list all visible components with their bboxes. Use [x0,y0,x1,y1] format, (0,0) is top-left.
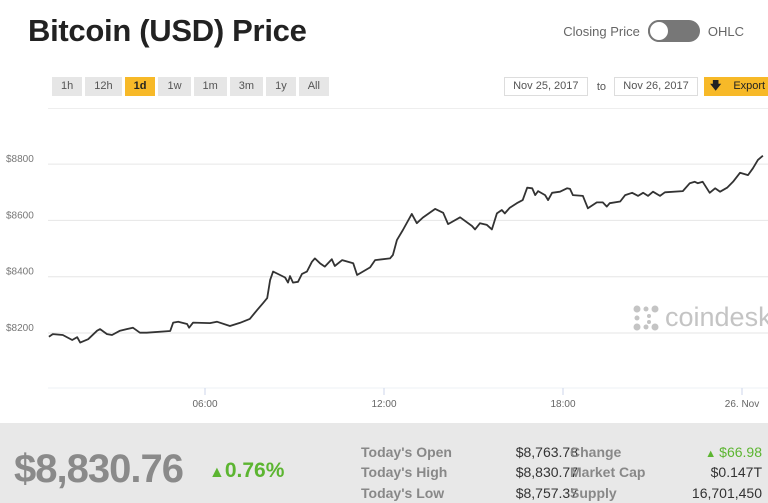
x-tick-label: 06:00 [192,399,217,410]
range-button-3m[interactable]: 3m [229,77,264,96]
to-label: to [596,80,606,93]
y-tick-label: $8800 [6,154,34,165]
change-amount: $66.98 [719,444,762,460]
open-label: Today's Open [361,444,452,460]
coindesk-wordmark: coindesk [665,302,768,332]
x-tick-label: 12:00 [371,399,396,410]
export-label: Export [733,80,766,92]
coindesk-logo: coindesk [632,302,768,333]
range-buttons: 1h 12h 1d 1w 1m 3m 1y All [52,77,329,96]
change-percent-value: 0.76% [224,459,285,482]
from-date-input[interactable]: Nov 25, 2017 [503,77,588,96]
high-label: Today's High [361,464,448,480]
date-range: Nov 25, 2017 to Nov 26, 2017 🡇 Export [503,77,768,96]
low-value: $8,757.37 [515,485,578,501]
range-button-1d[interactable]: 1d [124,77,156,96]
range-button-1w[interactable]: 1w [158,77,191,96]
market-cap-label: Market Cap [570,464,646,480]
up-triangle-icon: ▲ [705,448,720,460]
market-cap-value: $0.147T [710,464,762,480]
low-label: Today's Low [361,485,445,501]
to-date-input[interactable]: Nov 26, 2017 [614,77,698,96]
range-button-1h[interactable]: 1h [52,77,83,96]
change-percent: ▲0.76% [209,459,284,483]
chart-mode-toggle-group: Closing Price OHLC [563,20,744,42]
change-label: Change [570,444,622,460]
price-line [48,155,764,344]
y-tick-label: $8400 [6,267,34,278]
x-tick-label: 26. Nov [725,399,759,410]
change-value: ▲ $66.98 [705,444,762,460]
range-button-1y[interactable]: 1y [266,77,296,96]
toggle-knob [647,20,670,42]
price-chart[interactable]: $8200 $8400 $8600 $8800 06:00 12:00 18:00 26. N… [0,110,768,420]
summary-panel: $8,830.76 ▲0.76% Today's Open Today's Hi… [0,423,768,503]
open-value: $8,763.78 [515,444,578,460]
export-button[interactable]: 🡇 Export [704,77,768,96]
current-price: $8,830.76 [14,447,184,491]
x-tick-label: 18:00 [550,399,575,410]
high-value: $8,830.77 [515,464,578,480]
supply-value: 16,701,450 [691,485,762,501]
y-tick-label: $8600 [6,210,34,221]
closing-price-label[interactable]: Closing Price [563,23,640,39]
download-arrow-icon: 🡇 [710,80,722,92]
page-title: Bitcoin (USD) Price [28,13,307,48]
range-button-1m[interactable]: 1m [193,77,227,96]
ohlc-label[interactable]: OHLC [707,23,744,39]
chart-mode-toggle[interactable] [647,20,700,42]
up-triangle-icon: ▲ [209,464,225,481]
coindesk-logo-icon [633,305,659,330]
divider [48,108,768,109]
y-tick-label: $8200 [6,323,34,334]
supply-label: Supply [570,485,617,501]
range-button-12h[interactable]: 12h [85,77,122,96]
range-button-all[interactable]: All [298,77,329,96]
